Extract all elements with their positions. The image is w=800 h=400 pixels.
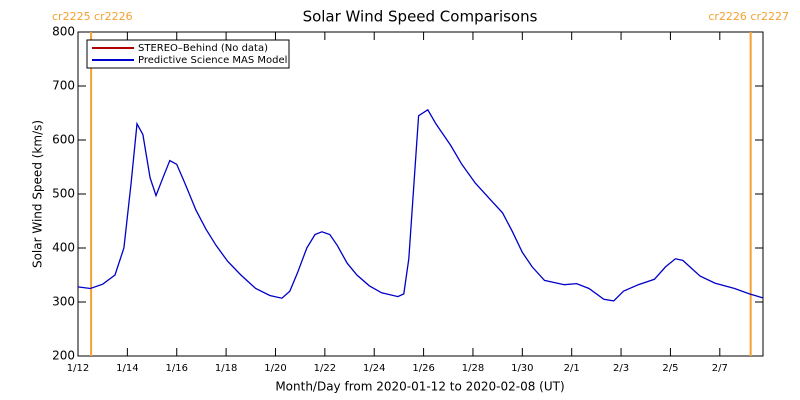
- x-tick-label: 1/14: [116, 363, 138, 374]
- x-tick-label: 2/3: [613, 363, 629, 374]
- y-tick-label: 200: [52, 349, 75, 363]
- line-series: [77, 108, 763, 302]
- x-axis-label: Month/Day from 2020-01-12 to 2020-02-08 …: [275, 380, 564, 394]
- x-tick-label: 2/7: [712, 363, 728, 374]
- legend-box: [86, 39, 290, 69]
- carrington-label: cr2226 cr2227: [708, 10, 789, 23]
- x-tick-label: 1/16: [166, 363, 188, 374]
- y-tick-label: 400: [52, 241, 75, 255]
- x-tick-label: 1/12: [67, 363, 89, 374]
- x-tick-label: 1/20: [264, 363, 286, 374]
- x-tick-label: 2/5: [662, 363, 678, 374]
- x-tick-label: 1/26: [412, 363, 434, 374]
- carrington-label: cr2225 cr2226: [52, 10, 133, 23]
- x-tick-label: 1/18: [215, 363, 237, 374]
- chart-title: Solar Wind Speed Comparisons: [303, 8, 538, 26]
- x-tick-label: 2/1: [564, 363, 580, 374]
- plot-frame: [77, 31, 764, 357]
- y-tick-label: 800: [52, 25, 75, 39]
- y-tick-label: 300: [52, 295, 75, 309]
- y-tick-label: 700: [52, 79, 75, 93]
- legend-label: STEREO–Behind (No data): [138, 43, 268, 54]
- y-tick-label: 600: [52, 133, 75, 147]
- x-tick-label: 1/22: [314, 363, 336, 374]
- x-tick-label: 1/24: [363, 363, 385, 374]
- x-tick-label: 1/30: [511, 363, 533, 374]
- legend-label: Predictive Science MAS Model: [138, 55, 287, 66]
- y-tick-label: 500: [52, 187, 75, 201]
- y-axis-label: Solar Wind Speed (km/s): [31, 120, 45, 268]
- x-tick-label: 1/28: [462, 363, 484, 374]
